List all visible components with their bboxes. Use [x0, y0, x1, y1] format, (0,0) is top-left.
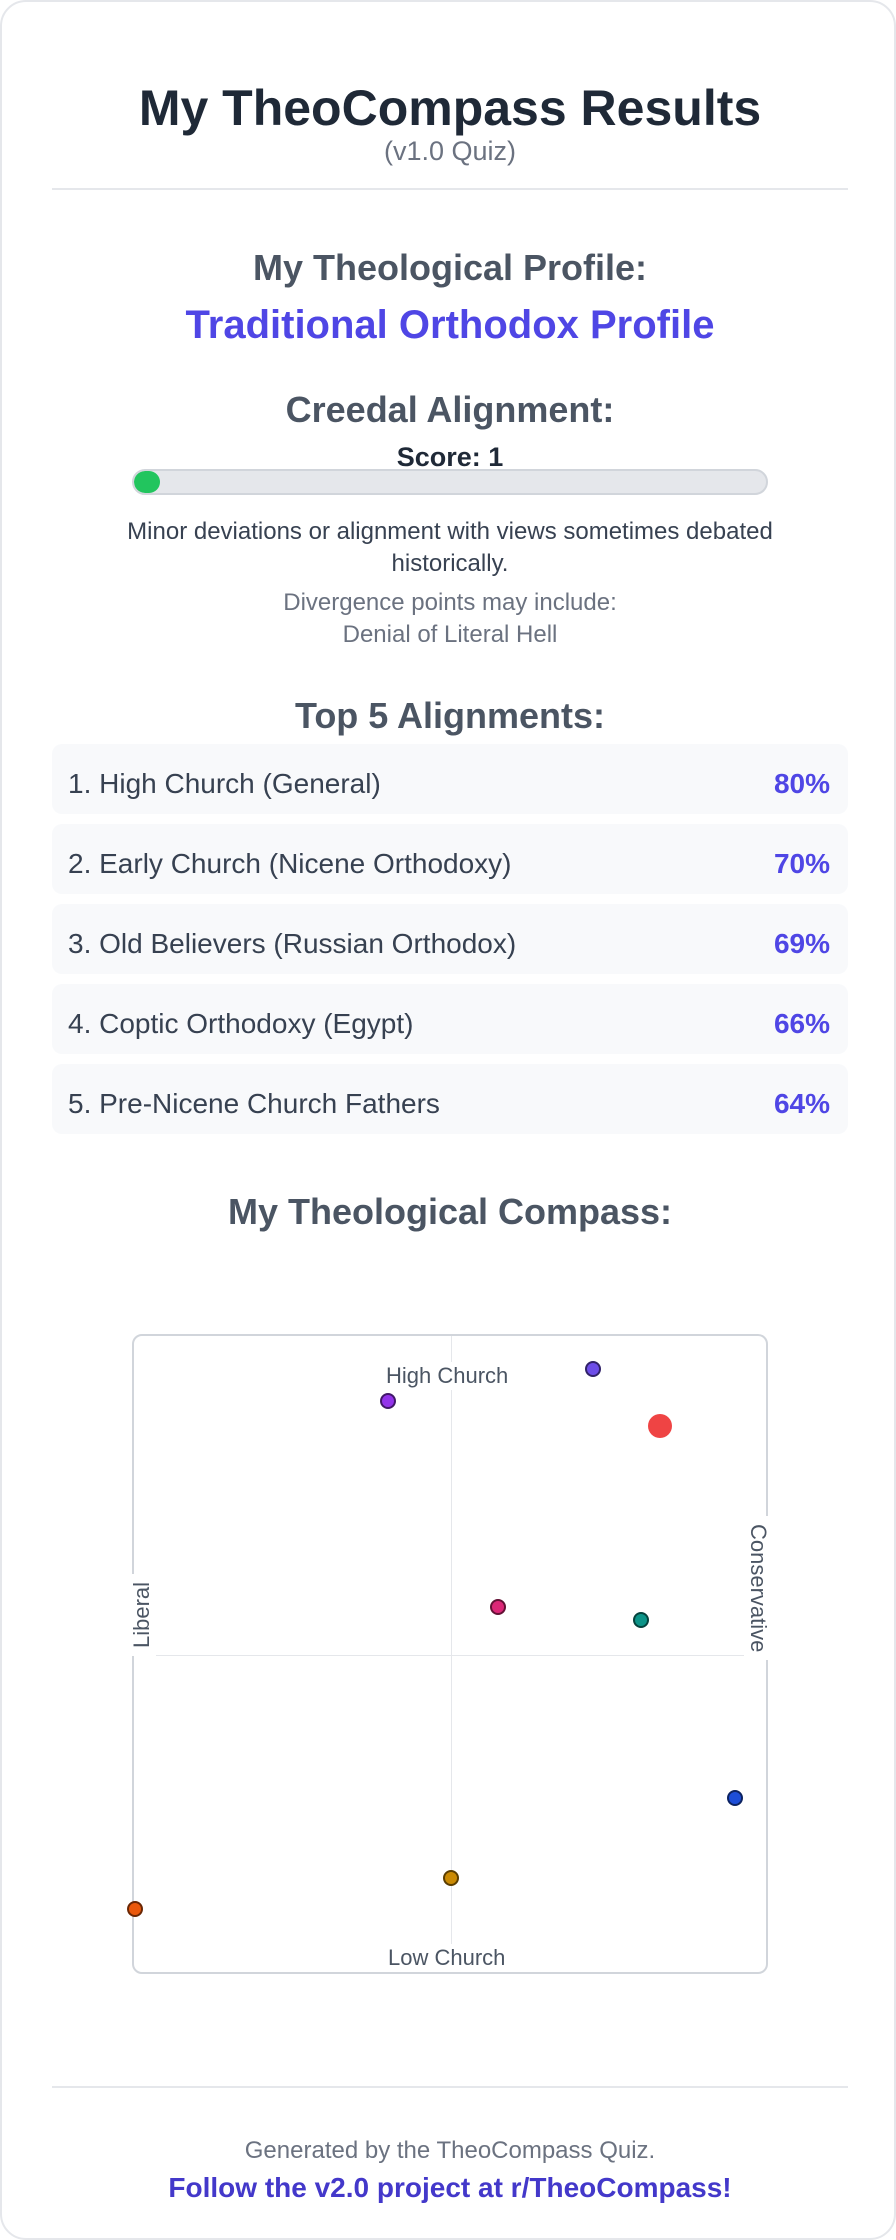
page-title: My TheoCompass Results — [138, 80, 762, 136]
alignment-label: 5. Pre-Nicene Church Fathers — [68, 1088, 440, 1119]
creedal-description: Minor deviations or alignment with views… — [127, 518, 773, 577]
alignment-label: 3. Old Believers (Russian Orthodox) — [68, 928, 517, 959]
compass-horizontal-axis — [134, 1655, 766, 1656]
compass-vertical-axis — [451, 1336, 452, 1972]
page-subtitle: (v1.0 Quiz) — [383, 136, 517, 166]
top5-heading: Top 5 Alignments: — [295, 695, 605, 736]
compass-point — [632, 1612, 649, 1629]
compass-point — [647, 1414, 672, 1439]
footer-link[interactable]: Follow the v2.0 project at r/TheoCompass… — [168, 2172, 732, 2203]
compass-label-high-church: High Church — [384, 1362, 511, 1390]
compass-point — [127, 1901, 143, 1918]
alignment-row: 5. Pre-Nicene Church Fathers 64% — [52, 1064, 848, 1134]
alignment-percent: 70% — [773, 848, 830, 879]
alignment-label: 1. High Church (General) — [68, 768, 381, 799]
profile-heading: My Theological Profile: — [252, 247, 648, 288]
alignment-label: 4. Coptic Orthodoxy (Egypt) — [68, 1008, 414, 1039]
alignment-percent: 69% — [773, 928, 830, 959]
creedal-progress-fill — [134, 471, 160, 493]
creedal-progress-bar — [132, 469, 768, 495]
alignment-percent: 80% — [773, 768, 830, 799]
alignment-percent: 66% — [773, 1008, 830, 1039]
alignment-label: 2. Early Church (Nicene Orthodoxy) — [68, 848, 512, 879]
compass-label-low-church: Low Church — [386, 1944, 508, 1972]
profile-name: Traditional Orthodox Profile — [185, 303, 715, 347]
theological-compass: High Church Low Church Liberal Conservat… — [127, 1334, 772, 1974]
compass-point — [727, 1790, 744, 1807]
footer-divider — [52, 2086, 848, 2088]
compass-heading: My Theological Compass: — [227, 1191, 673, 1232]
compass-point — [490, 1599, 507, 1616]
header-divider — [52, 188, 848, 190]
alignment-row: 3. Old Believers (Russian Orthodox) 69% — [52, 904, 848, 974]
compass-label-liberal: Liberal — [128, 1573, 156, 1656]
compass-point — [379, 1392, 396, 1409]
divergence-label: Divergence points may include: — [283, 589, 617, 616]
creedal-score: Score: 1 — [396, 442, 504, 472]
alignment-percent: 64% — [773, 1088, 830, 1119]
creedal-heading: Creedal Alignment: — [285, 389, 615, 430]
alignment-row: 4. Coptic Orthodoxy (Egypt) 66% — [52, 984, 848, 1054]
alignment-row: 2. Early Church (Nicene Orthodoxy) 70% — [52, 824, 848, 894]
footer-text: Generated by the TheoCompass Quiz. — [244, 2137, 656, 2164]
compass-point — [443, 1869, 459, 1886]
divergence-item: Denial of Literal Hell — [342, 621, 558, 648]
alignment-row: 1. High Church (General) 80% — [52, 744, 848, 814]
compass-label-conservative: Conservative — [744, 1516, 772, 1661]
compass-point — [585, 1360, 602, 1377]
